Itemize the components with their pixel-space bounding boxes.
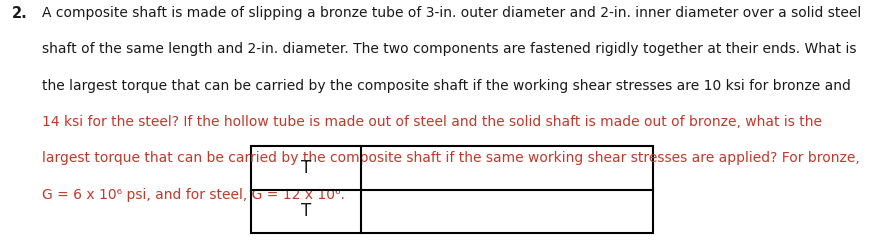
Text: the largest torque that can be carried by the composite shaft if the working she: the largest torque that can be carried b… [42,79,851,93]
Text: 14 ksi for the steel? If the hollow tube is made out of steel and the solid shaf: 14 ksi for the steel? If the hollow tube… [42,115,822,129]
Text: largest torque that can be carried by the composite shaft if the same working sh: largest torque that can be carried by th… [42,151,860,165]
Text: T: T [301,159,311,177]
Text: A composite shaft is made of slipping a bronze tube of 3-in. outer diameter and : A composite shaft is made of slipping a … [42,6,862,20]
Text: T: T [301,203,311,221]
Text: 2.: 2. [11,6,27,21]
Bar [251,146,653,233]
Text: shaft of the same length and 2-in. diameter. The two components are fastened rig: shaft of the same length and 2-in. diame… [42,42,856,57]
Text: G = 6 x 10⁶ psi, and for steel, G = 12 x 10⁶.: G = 6 x 10⁶ psi, and for steel, G = 12 x… [42,188,345,202]
